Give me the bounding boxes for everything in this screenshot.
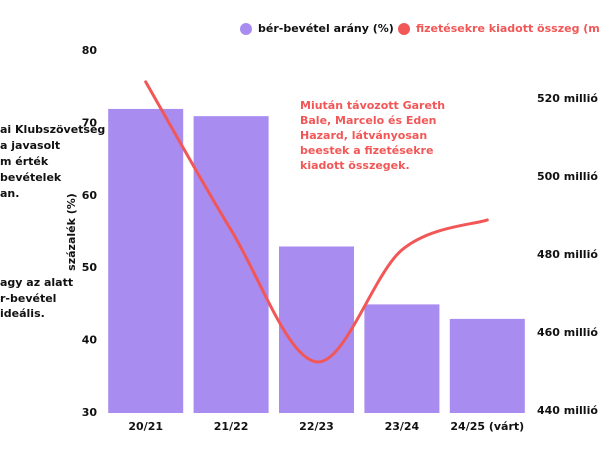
y-tick-label: 70 — [82, 116, 98, 129]
side-note: agy az alatt — [0, 276, 73, 289]
y-axis-title: százalék (%) — [65, 193, 78, 271]
y-tick-label: 50 — [82, 261, 98, 274]
x-tick-label: 20/21 — [128, 420, 163, 433]
side-note: a javasolt — [0, 139, 60, 152]
x-tick-label: 21/22 — [214, 420, 249, 433]
side-note: ai Klubszövetség — [0, 123, 105, 136]
bar — [449, 318, 525, 413]
annotation: beestek a fizetésekre — [300, 144, 433, 157]
bar — [193, 116, 269, 413]
annotation: kiadott összegek. — [300, 159, 410, 172]
x-tick-label: 24/25 (várt) — [450, 420, 524, 433]
bar — [108, 108, 184, 414]
line — [144, 80, 489, 364]
bar — [279, 246, 354, 413]
y2-tick-label: 500 millió € — [537, 170, 600, 183]
legend-label: bér-bevétel arány (%) — [258, 22, 394, 35]
y-tick-label: 40 — [82, 334, 98, 347]
legend-swatch — [398, 23, 410, 35]
x-tick-label: 22/23 — [299, 420, 334, 433]
annotation: Bale, Marcelo és Eden — [300, 114, 437, 127]
y-tick-label: 60 — [82, 189, 98, 202]
y-tick-label: 30 — [82, 406, 98, 419]
annotation: Hazard, látványosan — [300, 129, 427, 142]
side-note: m érték — [0, 155, 49, 168]
y2-tick-label: 460 millió € — [537, 326, 600, 339]
legend-swatch — [240, 23, 252, 35]
side-note: bevételek — [0, 171, 62, 184]
bar — [364, 304, 440, 413]
y2-tick-label: 440 millió € — [537, 404, 600, 417]
legend-label: fizetésekre kiadott összeg (milli — [416, 22, 600, 35]
side-note: ideális. — [0, 307, 45, 320]
x-tick-label: 23/24 — [385, 420, 420, 433]
y-tick-label: 80 — [82, 44, 98, 57]
side-note: r-bevétel — [0, 292, 56, 305]
annotation: Miután távozott Gareth — [300, 99, 445, 112]
side-note: an. — [0, 187, 19, 200]
y2-tick-label: 520 millió € — [537, 92, 600, 105]
y2-tick-label: 480 millió € — [537, 248, 600, 261]
